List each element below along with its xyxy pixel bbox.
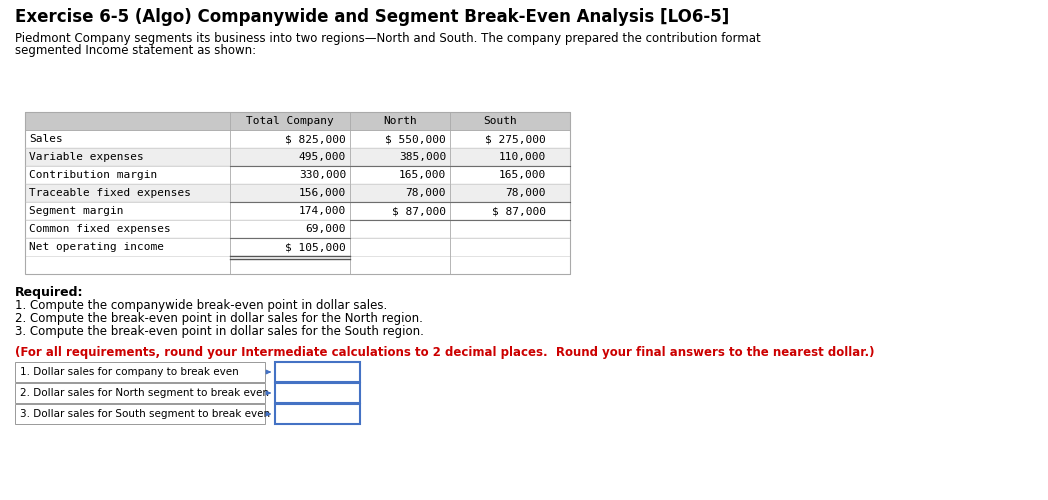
Text: South: South xyxy=(483,116,517,126)
Text: 2. Compute the break-even point in dollar sales for the North region.: 2. Compute the break-even point in dolla… xyxy=(15,312,423,325)
Text: Total Company: Total Company xyxy=(246,116,334,126)
Text: 1. Compute the companywide break-even point in dollar sales.: 1. Compute the companywide break-even po… xyxy=(15,299,388,312)
Text: 3. Compute the break-even point in dollar sales for the South region.: 3. Compute the break-even point in dolla… xyxy=(15,325,423,338)
Text: 78,000: 78,000 xyxy=(505,188,546,198)
Text: Exercise 6-5 (Algo) Companywide and Segment Break-Even Analysis [LO6-5]: Exercise 6-5 (Algo) Companywide and Segm… xyxy=(15,8,729,26)
Text: (For all requirements, round your Intermediate calculations to 2 decimal places.: (For all requirements, round your Interm… xyxy=(15,346,874,359)
FancyBboxPatch shape xyxy=(15,383,265,403)
Text: segmented Income statement as shown:: segmented Income statement as shown: xyxy=(15,44,256,57)
Text: Piedmont Company segments its business into two regions—North and South. The com: Piedmont Company segments its business i… xyxy=(15,32,761,45)
FancyBboxPatch shape xyxy=(275,404,361,424)
FancyBboxPatch shape xyxy=(25,202,570,220)
FancyBboxPatch shape xyxy=(25,220,570,238)
Text: 165,000: 165,000 xyxy=(398,170,446,180)
Text: $ 275,000: $ 275,000 xyxy=(485,134,546,144)
Text: Net operating income: Net operating income xyxy=(29,242,163,252)
FancyBboxPatch shape xyxy=(25,130,570,148)
FancyBboxPatch shape xyxy=(25,184,570,202)
Text: Sales: Sales xyxy=(29,134,63,144)
Text: Segment margin: Segment margin xyxy=(29,206,124,216)
Text: 2. Dollar sales for North segment to break even: 2. Dollar sales for North segment to bre… xyxy=(20,388,269,398)
FancyBboxPatch shape xyxy=(25,166,570,184)
Text: 3. Dollar sales for South segment to break even: 3. Dollar sales for South segment to bre… xyxy=(20,409,270,419)
Text: Contribution margin: Contribution margin xyxy=(29,170,157,180)
FancyBboxPatch shape xyxy=(275,383,361,403)
Text: 110,000: 110,000 xyxy=(499,152,546,162)
Text: $ 87,000: $ 87,000 xyxy=(492,206,546,216)
Text: Required:: Required: xyxy=(15,286,84,299)
Text: Traceable fixed expenses: Traceable fixed expenses xyxy=(29,188,191,198)
Text: $ 550,000: $ 550,000 xyxy=(386,134,446,144)
Text: $ 105,000: $ 105,000 xyxy=(285,242,346,252)
Text: $ 87,000: $ 87,000 xyxy=(392,206,446,216)
Text: 69,000: 69,000 xyxy=(306,224,346,234)
Text: 330,000: 330,000 xyxy=(299,170,346,180)
Text: 78,000: 78,000 xyxy=(406,188,446,198)
Text: $ 825,000: $ 825,000 xyxy=(285,134,346,144)
FancyBboxPatch shape xyxy=(15,362,265,382)
FancyBboxPatch shape xyxy=(25,112,570,130)
Text: 165,000: 165,000 xyxy=(499,170,546,180)
FancyBboxPatch shape xyxy=(25,148,570,166)
Text: 174,000: 174,000 xyxy=(299,206,346,216)
Text: 1. Dollar sales for company to break even: 1. Dollar sales for company to break eve… xyxy=(20,367,239,377)
Text: 156,000: 156,000 xyxy=(299,188,346,198)
FancyBboxPatch shape xyxy=(275,362,361,382)
Text: Common fixed expenses: Common fixed expenses xyxy=(29,224,171,234)
Text: 495,000: 495,000 xyxy=(299,152,346,162)
FancyBboxPatch shape xyxy=(25,238,570,256)
FancyBboxPatch shape xyxy=(15,404,265,424)
Text: Variable expenses: Variable expenses xyxy=(29,152,144,162)
Text: North: North xyxy=(384,116,417,126)
Text: 385,000: 385,000 xyxy=(398,152,446,162)
